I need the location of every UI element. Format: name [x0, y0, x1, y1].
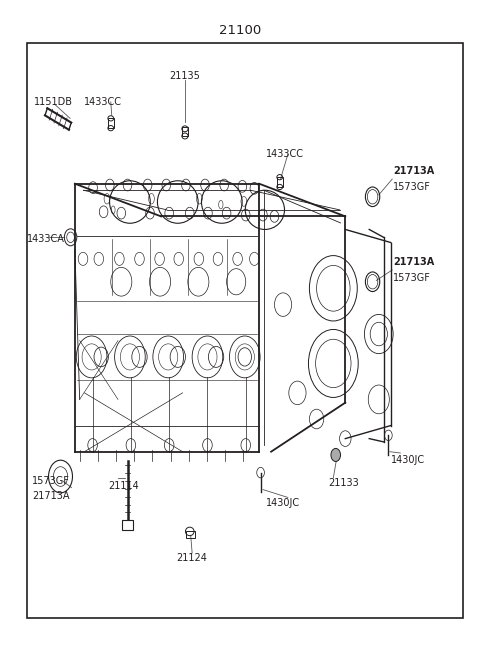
Bar	[277, 176, 283, 187]
Text: 21135: 21135	[169, 71, 200, 81]
Text: 1430JC: 1430JC	[391, 455, 425, 464]
Text: 1573GF: 1573GF	[393, 274, 431, 284]
Text: 1433CC: 1433CC	[84, 97, 122, 107]
Text: 1430JC: 1430JC	[266, 498, 300, 508]
Text: 21124: 21124	[177, 553, 207, 563]
Text: 21100: 21100	[219, 24, 261, 37]
Text: 21114: 21114	[108, 481, 139, 491]
Circle shape	[331, 449, 340, 462]
Bar	[27, 43, 463, 618]
Text: 1573GF: 1573GF	[393, 182, 431, 192]
Text: 21713A: 21713A	[393, 166, 434, 176]
Text: 1433CC: 1433CC	[266, 149, 304, 159]
Text: 21713A: 21713A	[393, 257, 434, 267]
Bar	[182, 128, 188, 136]
Text: 21133: 21133	[328, 478, 360, 488]
Text: 1433CA: 1433CA	[27, 234, 65, 244]
Text: 21713A: 21713A	[32, 491, 69, 501]
Bar	[122, 519, 133, 530]
Bar	[108, 118, 114, 128]
Text: 1151DB: 1151DB	[34, 97, 73, 107]
Text: 1573GF: 1573GF	[32, 476, 70, 486]
Bar	[186, 531, 194, 538]
